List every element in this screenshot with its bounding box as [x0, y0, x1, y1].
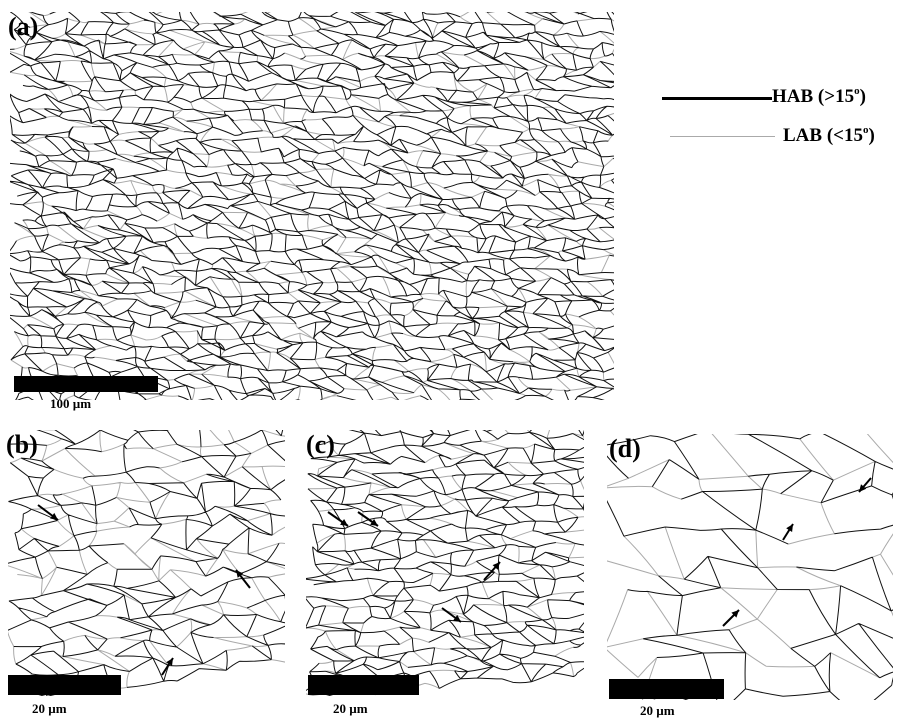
panel-a-label: (a)	[8, 12, 39, 41]
hab-legend-line	[662, 97, 772, 100]
panel-c-label: (c)	[306, 430, 335, 459]
panel-a-scale-label: 100 µm	[50, 396, 92, 411]
panel-c-micrograph	[306, 430, 584, 696]
panel-b-label: (b)	[6, 430, 38, 459]
panel-b-micrograph	[8, 430, 285, 696]
panel-d-label: (d)	[609, 434, 641, 463]
lab-legend-label: LAB (<15o)	[783, 124, 875, 146]
grain-boundary-map-c	[306, 430, 584, 696]
hab-legend-label: HAB (>15o)	[772, 85, 866, 107]
panel-d-scale-bar	[609, 679, 724, 699]
grain-boundary-map-a	[10, 12, 614, 400]
panel-c-scale-label: 20 µm	[333, 701, 368, 716]
panel-b-scale-bar	[8, 675, 121, 695]
lab-legend-line	[670, 136, 775, 137]
grain-boundary-map-d	[607, 434, 893, 700]
panel-c-scale-bar	[308, 675, 419, 695]
panel-b-scale-label: 20 µm	[32, 701, 67, 716]
panel-d-scale-label: 20 µm	[640, 703, 675, 718]
panel-d-micrograph	[607, 434, 893, 700]
grain-boundary-map-b	[8, 430, 285, 696]
panel-a-scale-bar	[14, 376, 158, 392]
panel-a-micrograph	[10, 12, 614, 400]
